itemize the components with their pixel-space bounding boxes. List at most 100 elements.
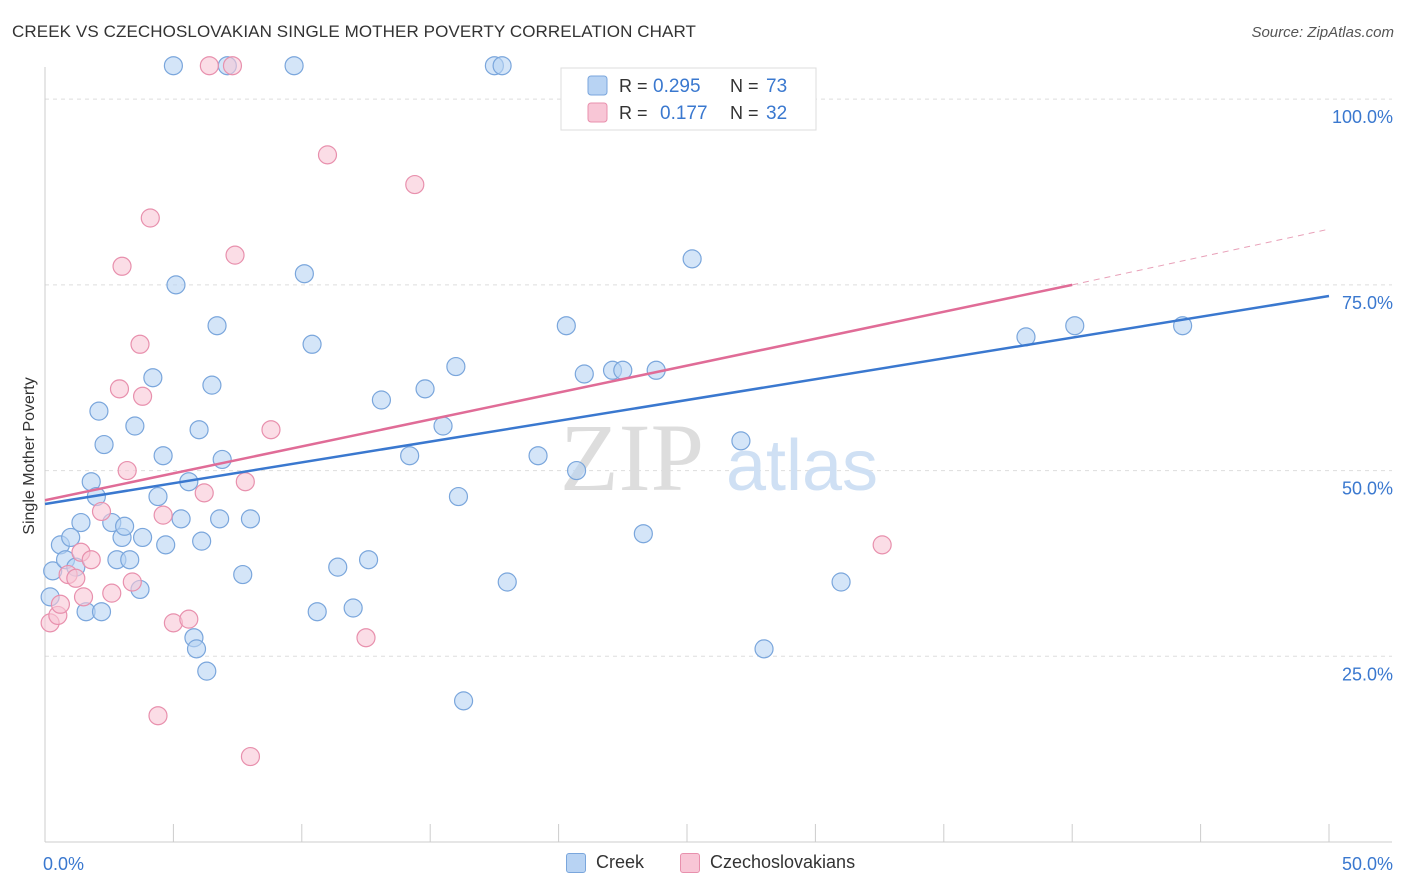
czech-point: [117, 460, 137, 481]
legend-n-label-czech: N =: [730, 103, 759, 123]
creek-point: [89, 401, 109, 421]
legend-label-creek: Creek: [596, 852, 645, 872]
y-axis-label: Single Mother Poverty: [21, 377, 38, 534]
creek-point: [400, 446, 420, 466]
creek-point: [71, 512, 91, 533]
czech-point: [50, 594, 71, 614]
creek-point: [528, 446, 548, 466]
y-tick-label: 25.0%: [1342, 664, 1393, 684]
legend-r-value-czech: 0.177: [660, 103, 708, 124]
czech-point: [66, 568, 86, 588]
creek-point: [125, 416, 145, 436]
creek-point: [574, 364, 594, 384]
czech-point: [356, 628, 376, 648]
creek-point: [343, 598, 363, 618]
czech-point: [91, 501, 112, 522]
czech-point: [81, 550, 101, 570]
creek-point: [497, 572, 517, 592]
creek-point: [448, 486, 469, 507]
creek-point: [210, 509, 230, 529]
creek-point: [433, 416, 453, 436]
y-tick-label: 75.0%: [1342, 293, 1393, 313]
czech-point: [148, 706, 168, 726]
creek-point: [132, 527, 153, 548]
legend-n-value-czech: 32: [766, 103, 787, 124]
creek-point: [212, 449, 232, 470]
czech-point: [130, 334, 150, 354]
creek-point: [91, 602, 112, 622]
y-tick-label: 100.0%: [1332, 107, 1393, 127]
axes: [44, 67, 1392, 843]
legend-swatch-creek-bottom: [566, 852, 586, 873]
legend-swatch-creek: [587, 75, 608, 96]
creek-point: [240, 509, 261, 529]
legend-r-label-creek: R =: [619, 76, 648, 96]
watermark: ZIP atlas: [560, 404, 878, 511]
creek-point: [415, 379, 435, 399]
legend-item-czechoslovakians[interactable]: Czechoslovakians: [680, 852, 855, 873]
czech-trend-extension: [1072, 228, 1330, 286]
czech-point: [194, 483, 214, 503]
source-credit: Source: ZipAtlas.com: [1251, 24, 1394, 41]
creek-point: [115, 516, 135, 536]
creek-point: [166, 275, 186, 295]
watermark-zip: ZIP: [560, 404, 704, 511]
legend-n-label-creek: N =: [730, 76, 759, 96]
czech-point: [112, 256, 132, 276]
creek-point: [831, 572, 851, 592]
czech-point: [140, 208, 160, 228]
creek-point: [163, 56, 183, 76]
creek-point: [328, 557, 348, 577]
creek-point: [1065, 316, 1085, 336]
creek-point: [192, 531, 212, 551]
creek-point: [120, 550, 140, 570]
legend-r-label-czech: R =: [619, 103, 648, 123]
creek-point: [148, 486, 168, 507]
creek-point: [202, 375, 222, 395]
creek-point: [233, 564, 253, 585]
legend-r-value-creek: 0.295: [653, 76, 701, 97]
data-points: [40, 56, 1193, 767]
watermark-atlas: atlas: [726, 426, 878, 506]
czech-point: [102, 583, 122, 603]
creek-point: [754, 639, 774, 659]
creek-point: [189, 420, 209, 440]
stats-legend: R = 0.295 N = 73 R = 0.177 N = 32: [560, 67, 817, 131]
legend-swatch-czech: [587, 102, 608, 123]
czech-point: [235, 472, 255, 492]
legend-swatch-czech-bottom: [680, 852, 700, 873]
czech-point: [122, 572, 142, 592]
gridlines: [45, 98, 1392, 657]
creek-point: [153, 446, 173, 466]
czech-trend-line: [44, 283, 1073, 502]
creek-point: [453, 691, 474, 711]
creek-point: [492, 56, 512, 76]
trend-lines: [44, 228, 1330, 506]
chart-title: CREEK VS CZECHOSLOVAKIAN SINGLE MOTHER P…: [12, 22, 697, 41]
legend-n-value-creek: 73: [766, 76, 787, 97]
czech-point: [179, 609, 199, 629]
creek-point: [171, 509, 191, 529]
creek-point: [186, 639, 207, 659]
creek-point: [446, 356, 466, 377]
creek-point: [556, 316, 576, 336]
creek-point: [566, 460, 587, 481]
creek-point: [94, 434, 114, 455]
creek-point: [371, 390, 392, 410]
creek-point: [302, 334, 322, 354]
creek-point: [294, 264, 314, 284]
creek-point: [156, 535, 176, 555]
czech-point: [153, 505, 173, 525]
czech-point: [317, 145, 338, 165]
czech-point: [199, 56, 219, 76]
tick-labels: 25.0% 50.0% 75.0% 100.0% 0.0% 50.0%: [43, 107, 1393, 874]
creek-point: [307, 602, 327, 622]
legend-item-creek[interactable]: Creek: [566, 852, 644, 873]
x-tick-label: 0.0%: [43, 854, 84, 874]
czech-point: [872, 535, 892, 555]
creek-point: [207, 316, 227, 336]
czech-point: [261, 420, 281, 440]
creek-trend-line: [44, 294, 1330, 506]
czech-point: [109, 379, 130, 399]
x-tick-label: 50.0%: [1342, 854, 1393, 874]
